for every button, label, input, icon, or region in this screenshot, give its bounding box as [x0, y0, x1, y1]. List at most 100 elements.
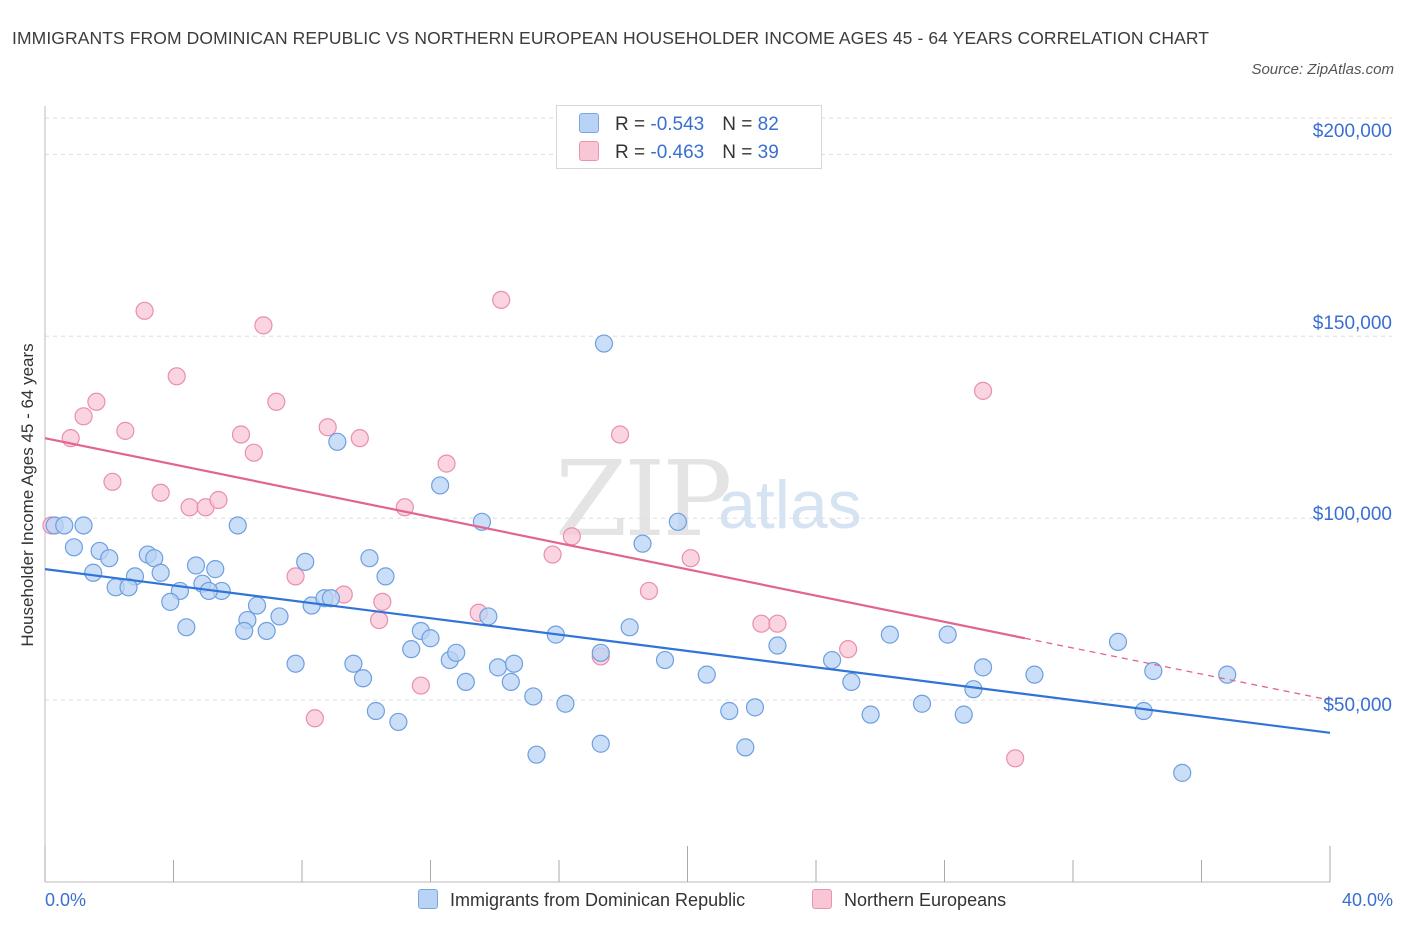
dominican-point — [488, 658, 508, 677]
dominican-point — [620, 618, 639, 637]
dominican-point — [1144, 661, 1163, 681]
dominican-point — [822, 650, 842, 670]
northern-point — [543, 545, 562, 564]
northern-point — [562, 527, 581, 546]
northern-point — [973, 381, 993, 400]
dominican-point — [720, 701, 739, 721]
northern-point — [370, 610, 389, 630]
dominican-point — [235, 621, 254, 641]
legend-label: Immigrants from Dominican Republic — [450, 890, 746, 910]
dominican-point — [296, 552, 315, 571]
northern-trend-extension — [1024, 637, 1331, 701]
dominican-point — [186, 556, 206, 575]
dominican-point — [286, 654, 305, 673]
y-tick-label-150k: $150,000 — [1312, 313, 1392, 334]
northern-point — [492, 290, 511, 310]
dominican-point — [1173, 763, 1192, 782]
dominican-point — [736, 738, 755, 757]
n-value: 39 — [757, 142, 779, 163]
y-tick-label-200k: $200,000 — [1312, 121, 1392, 142]
northern-point — [373, 592, 392, 611]
northern-point — [768, 614, 787, 633]
dominican-point — [353, 669, 373, 688]
dominican-point — [1134, 701, 1153, 721]
dominican-point — [842, 672, 861, 692]
dominican-point — [1108, 632, 1128, 651]
northern-point — [681, 549, 700, 568]
dominican-point — [591, 734, 610, 753]
dominican-point — [64, 538, 84, 557]
legend-item-northern[interactable]: Northern Europeans — [812, 889, 1006, 911]
x-tick-label-max: 40.0% — [1341, 890, 1393, 910]
r-label: R = — [615, 114, 651, 135]
dominican-point — [697, 665, 716, 684]
y-tick-label-50k: $50,000 — [1323, 695, 1392, 716]
legend-item-dominican[interactable]: Immigrants from Dominican Republic — [418, 889, 745, 911]
dominican-point — [55, 516, 74, 535]
northern-point — [305, 709, 324, 728]
dominican-point — [360, 549, 379, 568]
dominican-point — [954, 705, 973, 724]
dominican-point — [431, 476, 450, 495]
pink-swatch — [579, 141, 599, 161]
northern-point — [350, 429, 369, 448]
n-label: N = — [722, 142, 758, 163]
dominican-point — [151, 563, 170, 582]
northern-point — [752, 614, 771, 633]
dominican-point — [456, 672, 475, 692]
dominican-point — [479, 607, 498, 626]
dominican-point — [973, 658, 993, 677]
source-label: Source: ZipAtlas.com — [1251, 61, 1394, 78]
dominican-point — [591, 643, 610, 662]
dominican-point — [161, 592, 180, 611]
northern-point — [116, 421, 135, 440]
r-value: -0.543 — [650, 114, 705, 135]
legend-label: Northern Europeans — [844, 890, 1007, 910]
r-label: R = — [615, 142, 651, 163]
dominican-point — [366, 701, 385, 721]
northern-point — [231, 425, 251, 444]
watermark-atlas: atlas — [718, 467, 862, 543]
northern-point — [74, 407, 93, 426]
northern-point — [318, 418, 337, 437]
dominican-point — [556, 694, 575, 713]
stats-legend: R = -0.543 N = 82 R = -0.463 N = 39 — [556, 105, 822, 169]
dominican-point — [655, 650, 675, 670]
northern-point — [180, 498, 199, 517]
dominican-point — [745, 698, 765, 717]
dominican-point — [228, 516, 247, 535]
r-value: -0.463 — [650, 142, 705, 163]
n-label: N = — [722, 114, 758, 135]
dominican-point — [389, 712, 408, 732]
dominican-point — [594, 334, 614, 353]
dominican-point — [177, 618, 196, 637]
northern-point — [839, 640, 858, 659]
dominican-point — [100, 549, 119, 568]
stats-row-pink: R = -0.463 N = 39 — [579, 141, 779, 165]
northern-point — [411, 676, 430, 695]
dominican-trend-line — [44, 568, 1331, 734]
dominican-point — [84, 563, 103, 582]
dominican-point — [912, 694, 932, 713]
northern-point — [639, 581, 659, 601]
pink-swatch — [812, 889, 832, 909]
chart-title: IMMIGRANTS FROM DOMINICAN REPUBLIC VS NO… — [12, 28, 1210, 48]
northern-point — [209, 490, 228, 510]
y-axis-label: Householder Income Ages 45 - 64 years — [18, 343, 37, 647]
dominican-point — [421, 629, 440, 648]
dominican-point — [328, 432, 347, 451]
dominican-point — [74, 516, 93, 535]
northern-point — [254, 316, 273, 335]
dominican-point — [861, 705, 880, 724]
northern-point — [135, 301, 154, 320]
blue-swatch — [418, 889, 438, 909]
northern-trend-line — [44, 437, 1026, 640]
northern-point — [103, 472, 122, 491]
dominican-point — [402, 640, 421, 659]
northern-point — [437, 454, 456, 473]
dominican-point — [270, 607, 289, 626]
northern-point — [1006, 749, 1025, 768]
blue-swatch — [579, 113, 599, 133]
dominican-point — [527, 745, 546, 764]
dominican-point — [668, 512, 687, 531]
